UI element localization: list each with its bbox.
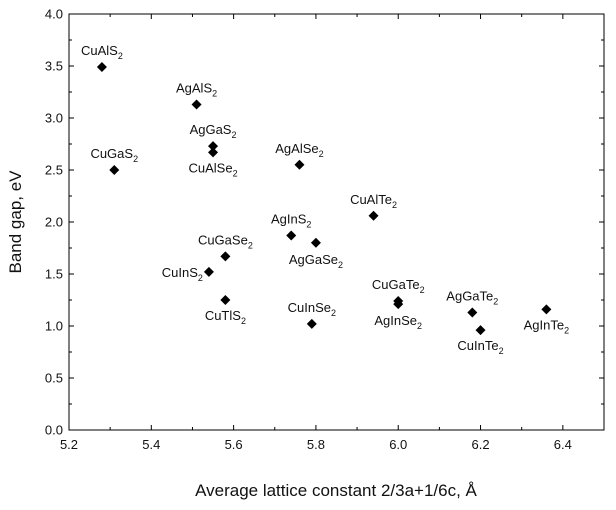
data-point-aggase2 (310, 237, 321, 248)
point-label-cutls2: CuTlS2 (205, 308, 246, 326)
y-tick-label: 3.5 (45, 59, 63, 74)
point-label-cugase2: CuGaSe2 (198, 232, 253, 250)
point-label-cuals2: CuAlS2 (81, 43, 123, 61)
point-label-cuins2: CuInS2 (162, 265, 203, 283)
point-label-aggas2: AgGaS2 (190, 122, 237, 140)
data-point-cuins2 (203, 266, 214, 277)
data-point-cuals2 (96, 62, 107, 73)
plot-frame (68, 13, 605, 431)
point-label-cuinte2: CuInTe2 (457, 338, 503, 356)
point-label-agins2: AgInS2 (271, 212, 311, 230)
y-tick-label: 3.0 (45, 111, 63, 126)
data-point-aginse2 (393, 299, 404, 310)
data-point-cualte2 (368, 210, 379, 221)
x-tick-label: 5.6 (225, 437, 243, 452)
data-point-aggate2 (467, 307, 478, 318)
point-label-aginse2: AgInSe2 (374, 313, 422, 331)
x-tick-label: 5.8 (307, 437, 325, 452)
point-label-aggase2: AgGaSe2 (289, 252, 343, 270)
y-tick-label: 0.5 (45, 371, 63, 386)
y-axis-title: Band gap, eV (6, 170, 25, 274)
data-point-cuinte2 (475, 325, 486, 336)
data-point-cugas2 (109, 165, 120, 175)
point-label-cugas2: CuGaS2 (90, 146, 138, 164)
data-point-cuinse2 (306, 318, 317, 329)
x-tick-label: 6.4 (554, 437, 572, 452)
x-tick-label: 5.2 (60, 437, 78, 452)
y-tick-label: 1.5 (45, 267, 63, 282)
y-tick-label: 2.0 (45, 215, 63, 230)
point-label-aggate2: AgGaTe2 (446, 288, 498, 306)
y-tick-label: 2.5 (45, 163, 63, 178)
x-tick-label: 6.0 (389, 437, 407, 452)
point-label-aginte2: AgInTe2 (524, 317, 570, 335)
y-tick-label: 4.0 (45, 7, 63, 22)
data-point-aginte2 (541, 304, 552, 315)
data-points (96, 62, 552, 336)
y-tick-label: 1.0 (45, 319, 63, 334)
y-tick-label: 0.0 (45, 423, 63, 438)
data-point-cutls2 (220, 295, 231, 305)
point-label-cualse2: CuAlSe2 (188, 160, 237, 178)
point-label-cualte2: CuAlTe2 (350, 192, 397, 210)
data-point-agals2 (191, 99, 202, 110)
data-point-agalse2 (294, 159, 305, 170)
data-point-cualse2 (208, 147, 219, 158)
point-labels: CuAlS2 CuGaS2 AgAlS2 AgGaS2 CuAlSe2 AgAlSe2 Cu… (81, 43, 569, 356)
x-axis-title: Average lattice constant 2/3a+1/6c, Å (195, 481, 477, 500)
point-label-cuinse2: CuInSe2 (288, 300, 336, 318)
x-tick-label: 6.2 (471, 437, 489, 452)
data-point-cugase2 (220, 251, 231, 262)
point-label-cugate2: CuGaTe2 (372, 277, 425, 295)
point-label-agals2: AgAlS2 (176, 80, 217, 98)
data-point-aggas2 (208, 141, 219, 152)
x-axis: 5.2 5.4 5.6 5.8 6.0 6.2 6.4 (60, 14, 605, 452)
x-tick-label: 5.4 (142, 437, 160, 452)
data-point-agins2 (286, 230, 297, 241)
y-axis: 0.0 0.5 1.0 1.5 2.0 2.5 3.0 3.5 4.0 (45, 7, 604, 438)
point-label-agalse2: AgAlSe2 (275, 141, 323, 159)
